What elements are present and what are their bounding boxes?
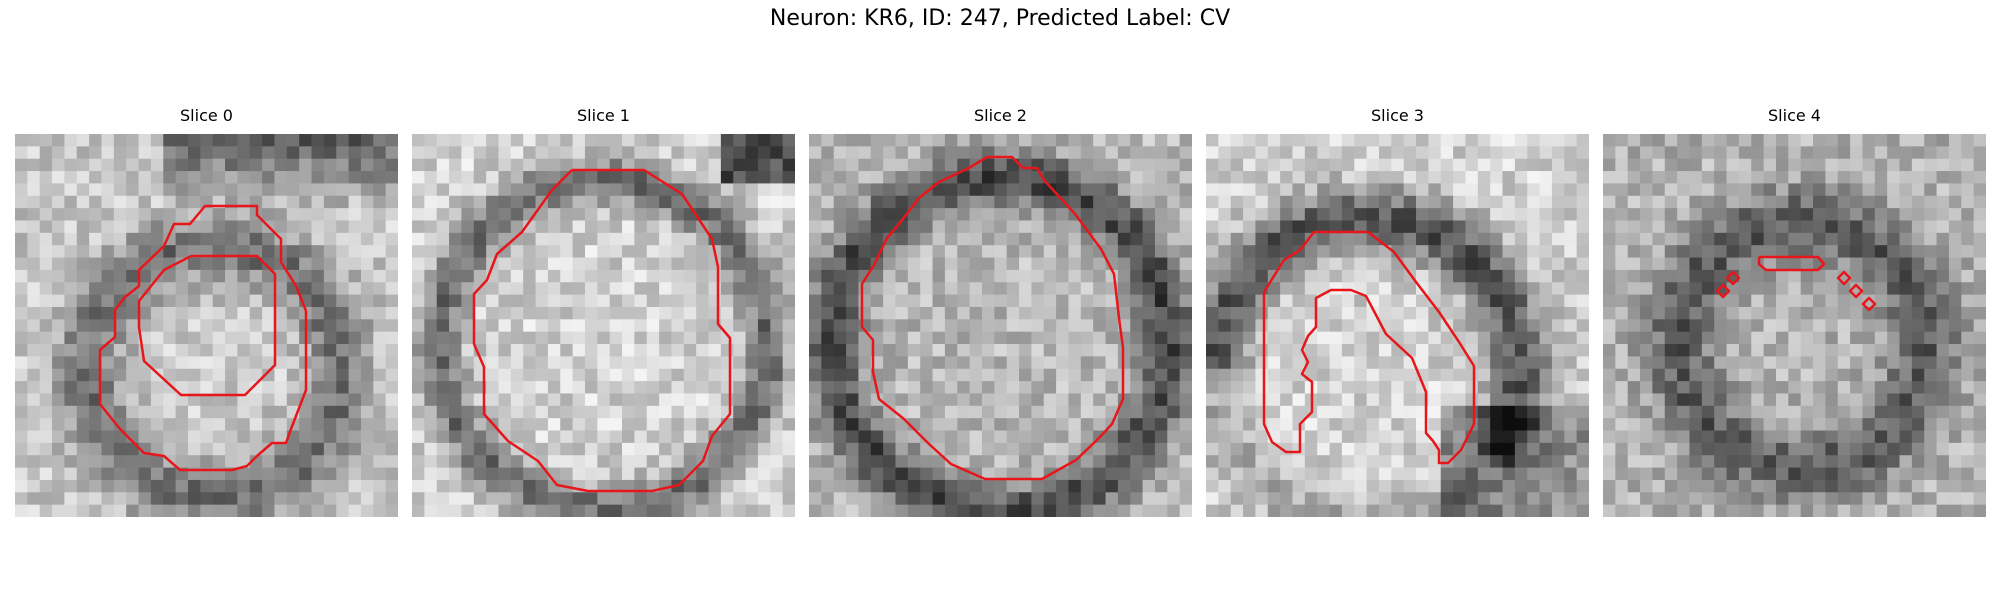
slice-4-diamond-1 [1715, 283, 1731, 299]
slice-1-title: Slice 1 [577, 106, 630, 125]
slice-2-image [809, 134, 1192, 517]
slice-2-panel: Slice 2 [809, 106, 1192, 517]
slice-0-inner-contour [137, 254, 277, 397]
slice-0-outer-contour [98, 204, 308, 472]
slice-3-title: Slice 3 [1371, 106, 1424, 125]
figure-title: Neuron: KR6, ID: 247, Predicted Label: C… [769, 6, 1231, 31]
slice-3-panel: Slice 3 [1206, 106, 1589, 517]
slice-4-image [1603, 134, 1986, 517]
slice-3-arc-contour [1262, 230, 1476, 465]
slice-0-contours [98, 204, 308, 472]
slice-3-image [1206, 134, 1589, 517]
slice-1-image [412, 134, 795, 517]
slice-0-image [15, 134, 398, 517]
slice-2-outer-contour [860, 155, 1125, 481]
slice-4-diamond-2 [1725, 270, 1741, 286]
slice-4-title: Slice 4 [1768, 106, 1821, 125]
slice-4-bar-contour [1757, 255, 1826, 272]
slice-4-diamond-5 [1861, 296, 1877, 312]
slice-4-diamond-3 [1836, 270, 1852, 286]
slice-4-panel: Slice 4 [1603, 106, 1986, 517]
slice-0-panel: Slice 0 [15, 106, 398, 517]
slice-0-title: Slice 0 [180, 106, 233, 125]
slice-1-panel: Slice 1 [412, 106, 795, 517]
slice-2-title: Slice 2 [974, 106, 1027, 125]
slice-1-outer-contour [472, 168, 732, 493]
slice-4-diamond-4 [1848, 283, 1864, 299]
